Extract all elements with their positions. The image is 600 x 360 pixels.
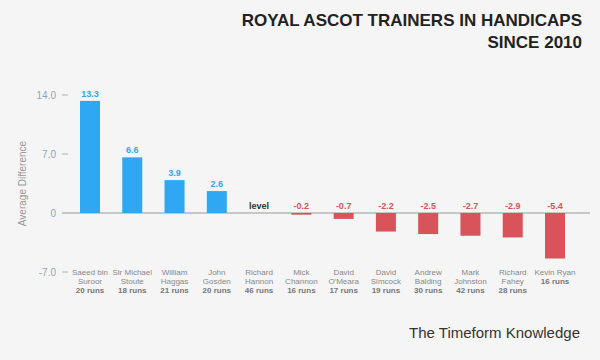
bar: [334, 213, 354, 219]
data-label: 13.3: [81, 89, 99, 99]
category-label: Sir Michael Stoute18 runs: [110, 268, 154, 295]
bar: [376, 213, 396, 232]
category-name: Kevin Ryan: [535, 268, 576, 277]
data-label: 2.6: [211, 179, 224, 189]
y-tick-label: 0: [50, 208, 56, 219]
y-tick-label: 7.0: [42, 149, 56, 160]
category-label: John Gosden20 runs: [195, 268, 239, 295]
footer: The Timeform Knowledge: [409, 324, 580, 341]
runs-label: 20 runs: [68, 286, 112, 295]
category-label: Richard Fahey28 runs: [491, 268, 535, 295]
category-label: Saeed bin Suroor20 runs: [68, 268, 112, 295]
category-name: Sir Michael Stoute: [112, 268, 152, 286]
bar: [122, 157, 142, 213]
y-tick-label: -7.0: [39, 267, 57, 278]
runs-label: 30 runs: [406, 286, 450, 295]
category-name: Mick Channon: [285, 268, 317, 286]
category-label: David Simcock19 runs: [364, 268, 408, 295]
y-tick: [62, 154, 68, 155]
data-label: 3.9: [168, 168, 181, 178]
bar: [165, 180, 185, 213]
bar: [207, 191, 227, 213]
category-label: Kevin Ryan16 runs: [533, 268, 577, 286]
runs-label: 19 runs: [364, 286, 408, 295]
data-label: -2.7: [463, 201, 479, 211]
runs-label: 42 runs: [448, 286, 492, 295]
category-label: Richard Hannon46 runs: [237, 268, 281, 295]
runs-label: 20 runs: [195, 286, 239, 295]
y-tick-label: 14.0: [37, 90, 57, 101]
category-label: David O'Meara17 runs: [322, 268, 366, 295]
data-label: 6.6: [126, 145, 139, 155]
category-label: William Haggas21 runs: [153, 268, 197, 295]
bars: [80, 101, 565, 259]
y-tick: [62, 272, 68, 273]
category-name: Saeed bin Suroor: [72, 268, 108, 286]
bar: [80, 101, 100, 213]
bar: [249, 213, 269, 214]
runs-label: 16 runs: [279, 286, 323, 295]
data-label: -0.7: [336, 201, 352, 211]
category-label: Mick Channon16 runs: [279, 268, 323, 295]
data-label: -2.2: [378, 201, 394, 211]
category-name: Richard Fahey: [499, 268, 527, 286]
category-name: Andrew Balding: [415, 268, 442, 286]
runs-label: 21 runs: [153, 286, 197, 295]
y-axis-label: Average Difference: [17, 140, 28, 226]
category-label: Mark Johnston42 runs: [448, 268, 492, 295]
data-label: -2.5: [420, 201, 436, 211]
data-label: -2.9: [505, 201, 521, 211]
data-label: level: [249, 201, 269, 211]
bar: [503, 213, 523, 237]
data-label: -0.2: [294, 201, 310, 211]
bar: [291, 213, 311, 215]
category-name: John Gosden: [203, 268, 231, 286]
category-name: David O'Meara: [328, 268, 358, 286]
y-tick: [62, 95, 68, 96]
category-name: Mark Johnston: [454, 268, 486, 286]
category-name: Richard Hannon: [245, 268, 273, 286]
runs-label: 28 runs: [491, 286, 535, 295]
category-name: William Haggas: [161, 268, 189, 286]
title: ROYAL ASCOT TRAINERS IN HANDICAPS SINCE …: [192, 10, 582, 54]
chart: Average Difference -7.0 0 7.0 14.0 13.3 6.6 3.9…: [0, 0, 600, 360]
runs-label: 16 runs: [533, 277, 577, 286]
category-name: David Simcock: [371, 268, 401, 286]
bar: [418, 213, 438, 234]
runs-label: 17 runs: [322, 286, 366, 295]
runs-label: 18 runs: [110, 286, 154, 295]
category-label: Andrew Balding30 runs: [406, 268, 450, 295]
runs-label: 46 runs: [237, 286, 281, 295]
bar: [460, 213, 480, 236]
bar: [545, 213, 565, 259]
data-label: -5.4: [547, 201, 563, 211]
